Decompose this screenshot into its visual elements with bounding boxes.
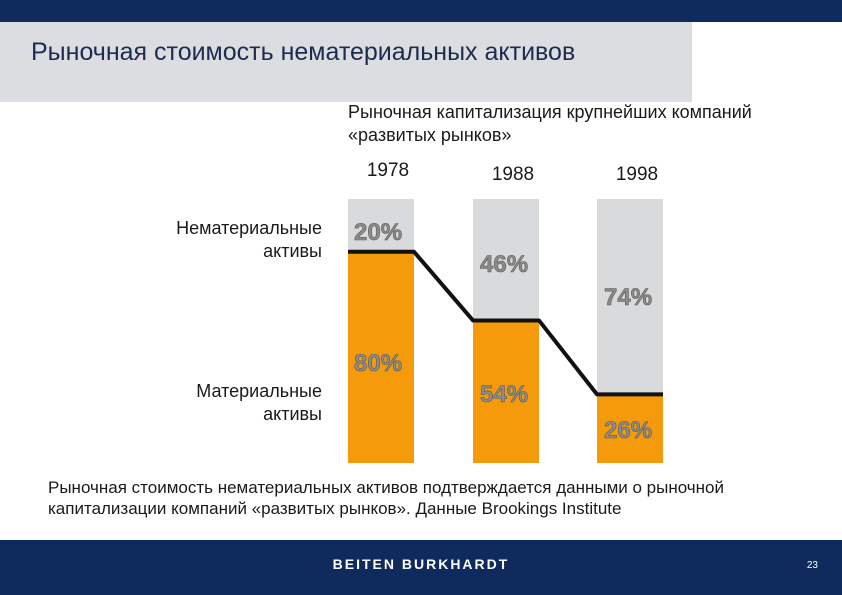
title-panel [0,22,692,102]
bar-intangible-1988 [473,199,539,321]
legend-intangible-label: Нематериальные активы [176,218,322,261]
boundary-connector-line [348,249,663,397]
footer-bar [0,540,842,595]
bar-tangible-1998 [597,394,663,463]
tangible-pct-label-1988: 54% [480,381,528,408]
chart-title: Рыночная капитализация крупнейших компан… [348,102,752,145]
top-bar [0,0,842,22]
bar-intangible-1978 [348,199,414,252]
year-label-1998: 1998 [616,164,658,185]
brand-logo-text: BEITEN BURKHARDT [332,556,510,572]
tangible-pct-label-1998: 26% [604,417,652,444]
page-number: 23 [806,560,818,571]
year-label-1988: 1988 [492,164,534,185]
bar-intangible-1998 [597,199,663,395]
slide-caption: Рыночная стоимость нематериальных активо… [48,478,724,518]
legend-tangible-label: Материальные активы [196,381,322,424]
bar-tangible-1978 [348,251,414,463]
intangible-pct-label-1998: 74% [604,284,652,311]
bar-tangible-1988 [473,320,539,463]
tangible-pct-label-1978: 80% [354,350,402,377]
slide-title: Рыночная стоимость нематериальных активо… [31,38,576,66]
intangible-pct-label-1988: 46% [480,251,528,278]
intangible-pct-label-1978: 20% [354,219,402,246]
year-label-1978: 1978 [367,160,409,181]
